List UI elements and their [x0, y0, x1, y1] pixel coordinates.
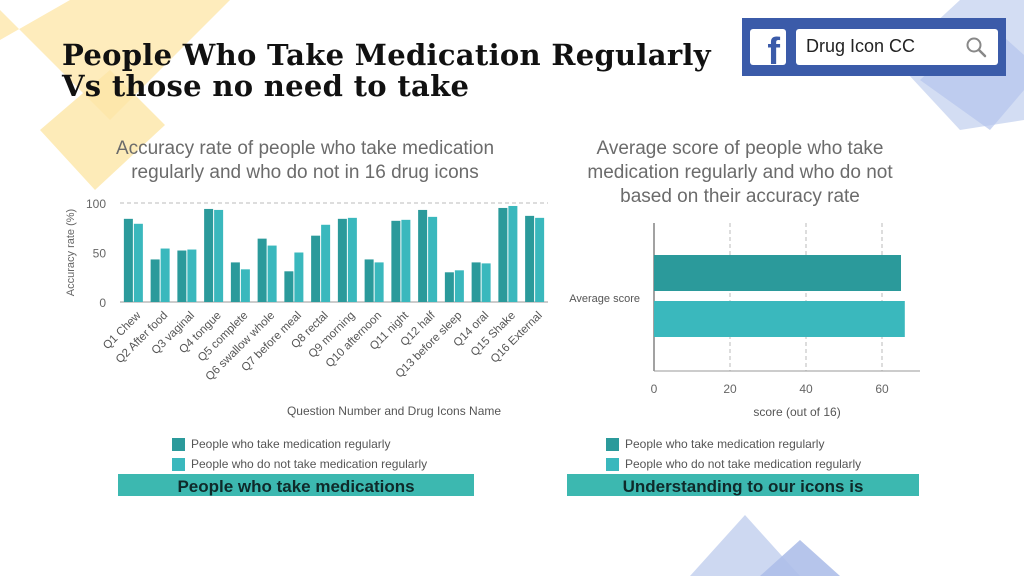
bar [337, 218, 347, 302]
right-chart-title: Average score of people who take medicat… [555, 137, 925, 209]
bar [214, 209, 224, 302]
bar [654, 301, 905, 337]
bar [535, 217, 545, 302]
legend-label-regular: People who take medication regularly [191, 437, 391, 451]
right-banner: Understanding to our icons is [567, 474, 919, 496]
search-text: Drug Icon CC [806, 36, 916, 56]
y-tick-label: 0 [99, 296, 106, 310]
bar [428, 216, 438, 302]
right-chart-title-line-3: based on their accuracy rate [620, 186, 860, 207]
facebook-icon[interactable]: f [750, 29, 786, 65]
bar [401, 219, 411, 302]
bar [267, 245, 277, 302]
y-tick-label: 50 [93, 247, 107, 261]
bar [123, 218, 133, 302]
bar [187, 249, 197, 302]
bar [444, 272, 454, 302]
y-axis-label: Accuracy rate (%) [65, 209, 77, 296]
bar [204, 208, 214, 302]
legend-item-not-regular: People who do not take medication regula… [172, 454, 427, 474]
left-legend: People who take medication regularly Peo… [172, 434, 427, 474]
bar [525, 215, 535, 302]
left-chart-title-line-1: Accuracy rate of people who take medicat… [115, 138, 495, 159]
right-chart-title-line-1: Average score of people who take [596, 138, 884, 159]
legend-swatch-regular-right [606, 437, 619, 451]
bar [471, 262, 481, 302]
title-line-2: Vs those no need to take [62, 69, 470, 103]
legend-swatch-not-regular [172, 457, 185, 471]
left-banner: People who take medications [118, 474, 474, 496]
bar [508, 205, 518, 302]
left-banner-text: People who take medications [177, 477, 415, 496]
right-bar-chart: 0 20 40 60 Average score score (out of 16) [569, 223, 920, 419]
left-chart-title-line-2: regularly and who do not in 16 drug icon… [131, 162, 479, 183]
search-icon[interactable] [964, 35, 988, 59]
bar [654, 255, 901, 291]
bar [150, 259, 160, 302]
left-chart-title: Accuracy rate of people who take medicat… [60, 137, 550, 185]
legend-label-regular-right: People who take medication regularly [625, 437, 825, 451]
bar [374, 262, 384, 302]
bar [177, 250, 187, 302]
bar [347, 217, 357, 302]
bar [311, 235, 321, 302]
right-banner-text: Understanding to our icons is [622, 477, 864, 496]
title-line-1: People Who Take Medication Regularly [62, 38, 711, 72]
x-axis-label: score (out of 16) [753, 405, 840, 419]
legend-label-not-regular: People who do not take medication regula… [191, 457, 428, 471]
legend-swatch-regular [172, 437, 185, 451]
bar [133, 223, 143, 302]
bar [391, 220, 401, 302]
bar [294, 252, 304, 302]
legend-item-regular: People who take medication regularly [172, 434, 427, 454]
bar [454, 270, 464, 302]
legend-item-regular-right: People who take medication regularly [606, 434, 861, 454]
y-tick-label: 100 [86, 197, 106, 211]
legend-label-not-regular-right: People who do not take medication regula… [625, 457, 862, 471]
bar [364, 259, 374, 302]
bar [418, 209, 428, 302]
bar [498, 207, 508, 302]
bar [257, 238, 267, 302]
x-tick-label: 20 [723, 382, 737, 396]
search-input[interactable]: Drug Icon CC [796, 29, 998, 65]
page-title: People Who Take Medication Regularly Vs … [62, 40, 711, 102]
x-tick-label: 40 [799, 382, 813, 396]
x-tick-label: 0 [651, 382, 658, 396]
bar [481, 263, 491, 302]
bar [230, 262, 240, 302]
legend-item-not-regular-right: People who do not take medication regula… [606, 454, 861, 474]
x-axis-label: Question Number and Drug Icons Name [287, 404, 501, 418]
bar [240, 269, 250, 302]
bar [321, 224, 331, 302]
facebook-search-box: f Drug Icon CC [742, 18, 1006, 76]
x-tick-label: 60 [875, 382, 889, 396]
bar [284, 271, 294, 302]
legend-swatch-not-regular-right [606, 457, 619, 471]
right-chart-title-line-2: medication regularly and who do not [587, 162, 893, 183]
category-label: Average score [569, 293, 640, 305]
bar [160, 248, 170, 302]
right-legend: People who take medication regularly Peo… [606, 434, 861, 474]
